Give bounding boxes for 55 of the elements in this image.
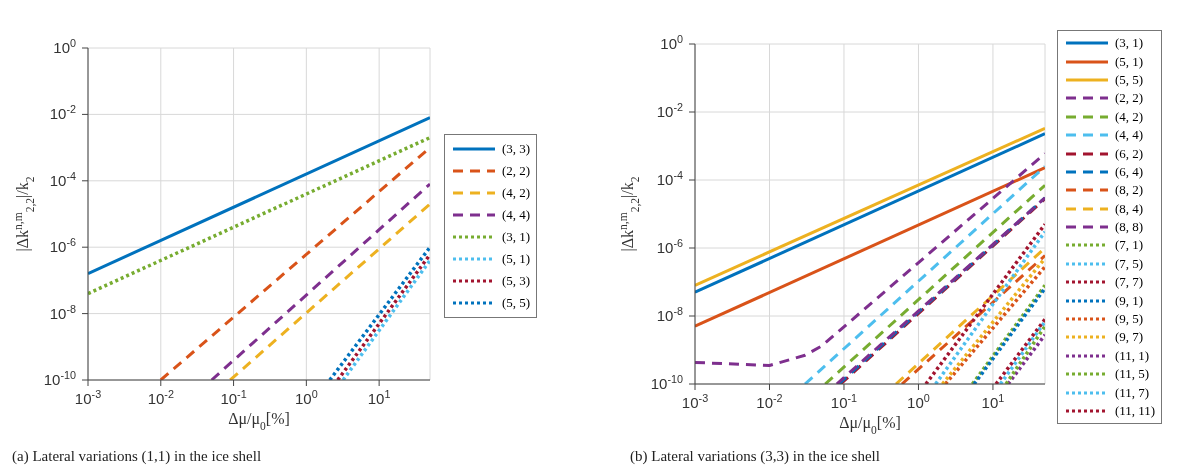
x-tick-label: 10$^{-3}$ xyxy=(74,388,102,407)
y-tick-label: 10$^{-8}$ xyxy=(49,302,76,322)
legend-label: (9, 7) xyxy=(1115,329,1144,346)
text: (a) Lateral variations (1,1) in the ice shell xyxy=(12,448,262,465)
y-tick-label: 10$^{-4}$ xyxy=(656,169,683,188)
legend-label: (5, 1) xyxy=(1115,53,1144,70)
legend-label: (2, 2) xyxy=(1115,90,1144,107)
x-tick-label: 10$^{-3}$ xyxy=(681,392,709,411)
legend-label: (5, 3) xyxy=(502,273,531,289)
y-tick-label: 10$^{0}$ xyxy=(53,37,76,56)
x-tick-label: 10$^{0}$ xyxy=(294,388,318,407)
legend-label: (8, 4) xyxy=(1115,200,1144,217)
legend-label: (7, 7) xyxy=(1115,274,1144,291)
y-tick-label: 10$^{-8}$ xyxy=(656,305,683,324)
legend-label: (4, 2) xyxy=(1115,108,1144,125)
x-tick-label: 10$^{1}$ xyxy=(981,392,1005,411)
x-tick-label: 10$^{0}$ xyxy=(907,392,930,411)
x-tick-label: 10$^{-2}$ xyxy=(147,388,174,407)
legend-label: (3, 3) xyxy=(502,141,531,157)
legend-label: (2, 2) xyxy=(502,163,531,179)
legend-label: (9, 5) xyxy=(1115,311,1144,328)
x-tick-label: 10$^{-1}$ xyxy=(220,388,247,407)
y-tick-label: 10$^{0}$ xyxy=(660,33,683,52)
text: (b) Lateral variations (3,3) in the ice shell xyxy=(630,448,880,465)
legend-label: (8, 2) xyxy=(1115,182,1144,199)
legend-label: (3, 1) xyxy=(502,229,531,245)
y-tick-label: 10$^{-6}$ xyxy=(656,237,683,256)
x-tick-label: 10$^{1}$ xyxy=(367,388,391,407)
legend-label: (6, 4) xyxy=(1115,163,1144,180)
legend-label: (4, 4) xyxy=(502,207,531,223)
y-tick-label: 10$^{-2}$ xyxy=(49,103,76,123)
legend-label: (11, 5) xyxy=(1115,366,1150,383)
x-axis-title: Δμ/μ$_{0}$[%] xyxy=(228,410,290,432)
legend-label: (5, 5) xyxy=(502,295,531,311)
y-tick-label: 10$^{-10}$ xyxy=(43,369,76,388)
legend-label: (9, 1) xyxy=(1115,292,1144,309)
y-tick-label: 10$^{-6}$ xyxy=(49,236,76,256)
x-tick-label: 10$^{-1}$ xyxy=(830,392,858,411)
legend-label: (11, 7) xyxy=(1115,384,1150,401)
legend-label: (7, 1) xyxy=(1115,237,1144,254)
x-axis-title: Δμ/μ$_{0}$[%] xyxy=(839,414,901,436)
legend-label: (4, 4) xyxy=(1115,127,1144,144)
legend-label: (6, 2) xyxy=(1115,145,1144,162)
legend-label: (11, 1) xyxy=(1115,347,1150,364)
legend-label: (5, 1) xyxy=(502,251,531,267)
legend-label: (11, 11) xyxy=(1115,403,1156,419)
legend-label: (8, 8) xyxy=(1115,219,1144,236)
y-tick-label: 10$^{-4}$ xyxy=(49,169,76,189)
y-tick-label: 10$^{-2}$ xyxy=(656,101,683,120)
legend-label: (7, 5) xyxy=(1115,255,1144,272)
legend-label: (3, 1) xyxy=(1115,35,1144,52)
x-tick-label: 10$^{-2}$ xyxy=(756,392,783,411)
legend-label: (5, 5) xyxy=(1115,71,1144,88)
legend-label: (4, 2) xyxy=(502,185,531,201)
y-tick-label: 10$^{-10}$ xyxy=(650,373,683,392)
